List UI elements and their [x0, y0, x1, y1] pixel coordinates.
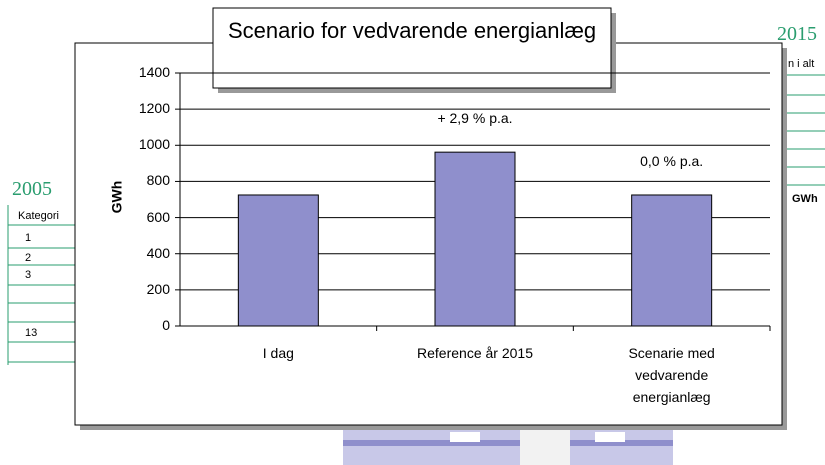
bar: [632, 195, 712, 326]
y-tick-label: 400: [110, 245, 170, 261]
bar: [435, 152, 515, 326]
y-tick-label: 1400: [110, 64, 170, 80]
annotation: 0,0 % p.a.: [592, 153, 752, 169]
y-tick-label: 1000: [110, 136, 170, 152]
y-tick-label: 200: [110, 281, 170, 297]
annotation: + 2,9 % p.a.: [395, 110, 555, 126]
left-row: 3: [25, 269, 31, 281]
left-header: Kategori: [18, 210, 59, 222]
right-year: 2015: [777, 23, 817, 46]
bar: [238, 195, 318, 326]
right-header: n i alt: [788, 58, 814, 70]
left-row: 1: [25, 232, 31, 244]
y-tick-label: 0: [110, 317, 170, 333]
y-tick-label: 600: [110, 209, 170, 225]
left-row: 2: [25, 252, 31, 264]
chart-title: Scenario for vedvarende energianlæg: [228, 16, 598, 46]
right-unit: GWh: [792, 193, 818, 205]
page: Scenario for vedvarende energianlæg GWh …: [0, 0, 825, 465]
y-tick-label: 800: [110, 172, 170, 188]
left-row: 13: [25, 327, 37, 339]
y-tick-label: 1200: [110, 100, 170, 116]
x-tick-label: Reference år 2015: [415, 342, 535, 364]
x-tick-label: Scenarie med vedvarende energianlæg: [612, 342, 732, 408]
x-tick-label: I dag: [218, 342, 338, 364]
left-year: 2005: [12, 178, 52, 201]
